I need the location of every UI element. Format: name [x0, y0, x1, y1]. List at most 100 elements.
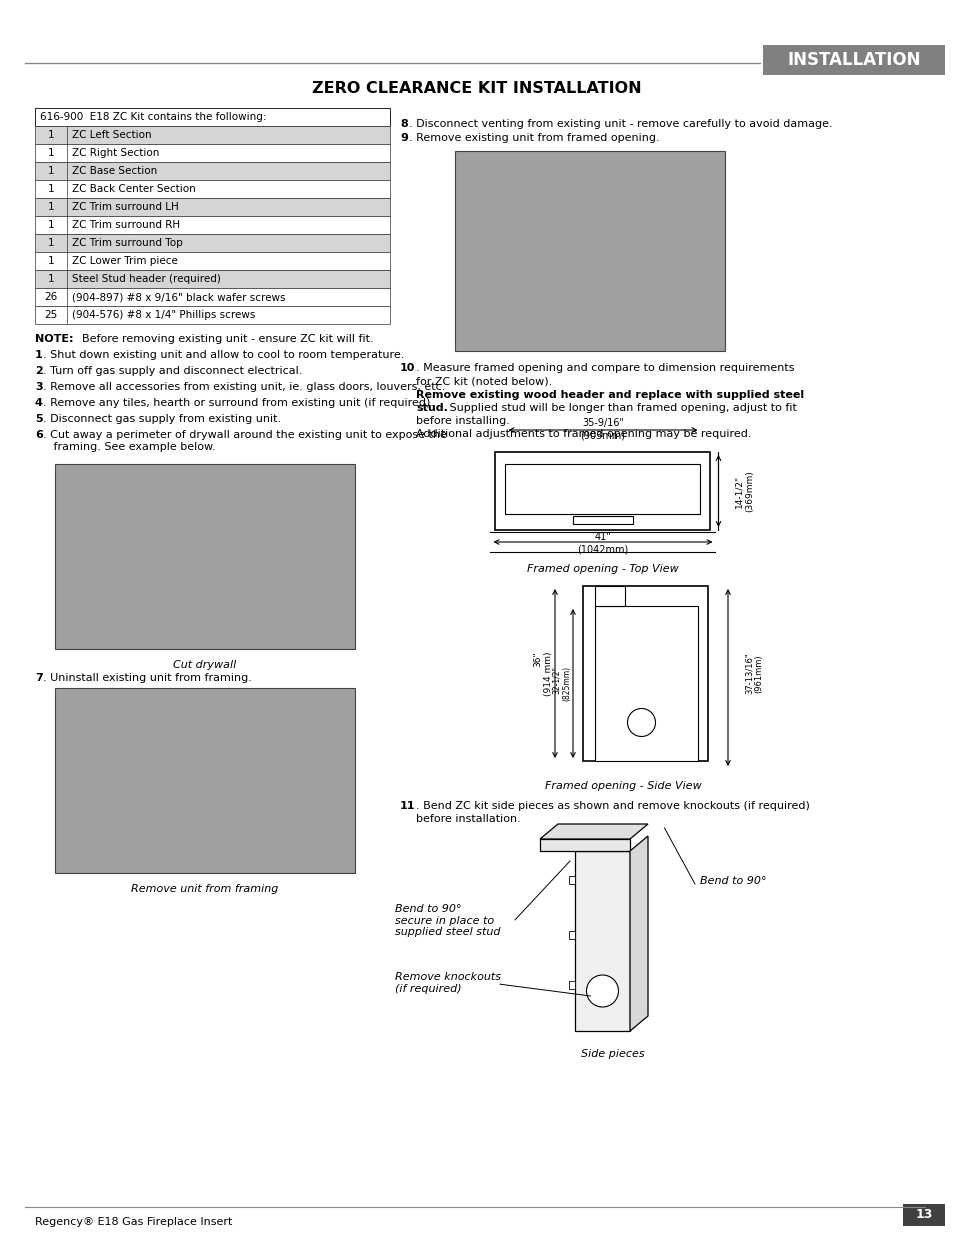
Bar: [495, 452, 710, 530]
Text: INSTALLATION: INSTALLATION: [786, 51, 920, 69]
Bar: [35, 107, 390, 126]
Bar: [35, 162, 390, 180]
Text: 1: 1: [48, 165, 54, 177]
Bar: [573, 516, 633, 524]
Text: before installation.: before installation.: [416, 814, 520, 824]
Text: 1: 1: [48, 148, 54, 158]
Text: 32-1/2"
(825mm): 32-1/2" (825mm): [551, 666, 571, 701]
Text: . Bend ZC kit side pieces as shown and remove knockouts (if required): . Bend ZC kit side pieces as shown and r…: [416, 802, 809, 811]
Text: ZC Back Center Section: ZC Back Center Section: [71, 184, 195, 194]
Text: Supplied stud will be longer than framed opening, adjust to fit: Supplied stud will be longer than framed…: [446, 403, 796, 412]
Text: 41": 41": [594, 532, 611, 542]
Bar: [575, 851, 629, 1031]
Text: 7: 7: [35, 673, 43, 683]
Text: NOTE:: NOTE:: [35, 333, 73, 345]
Bar: [35, 126, 390, 144]
Text: 8: 8: [399, 119, 407, 128]
Text: 1: 1: [48, 256, 54, 266]
Text: 1: 1: [48, 184, 54, 194]
Text: . Remove existing unit from framed opening.: . Remove existing unit from framed openi…: [409, 133, 659, 143]
Polygon shape: [539, 824, 647, 839]
Bar: [568, 981, 575, 989]
Bar: [539, 839, 629, 851]
Text: 26: 26: [45, 291, 57, 303]
Text: . Uninstall existing unit from framing.: . Uninstall existing unit from framing.: [43, 673, 252, 683]
Text: Bend to 90°
secure in place to
supplied steel stud: Bend to 90° secure in place to supplied …: [395, 904, 500, 937]
Bar: [55, 688, 355, 873]
Bar: [35, 270, 390, 288]
Text: . Disconnect gas supply from existing unit.: . Disconnect gas supply from existing un…: [43, 414, 281, 424]
Bar: [595, 585, 624, 606]
Text: 3: 3: [35, 382, 43, 391]
Text: 10: 10: [399, 363, 415, 373]
Text: for ZC kit (noted below).: for ZC kit (noted below).: [416, 375, 552, 387]
Text: ZC Right Section: ZC Right Section: [71, 148, 159, 158]
Text: 5: 5: [35, 414, 43, 424]
Text: Before removing existing unit - ensure ZC kit will fit.: Before removing existing unit - ensure Z…: [75, 333, 374, 345]
Text: 616-900  E18 ZC Kit contains the following:: 616-900 E18 ZC Kit contains the followin…: [40, 112, 266, 122]
Text: ZC Trim surround LH: ZC Trim surround LH: [71, 203, 178, 212]
Bar: [35, 216, 390, 233]
Text: Cut drywall: Cut drywall: [173, 659, 236, 671]
Bar: [568, 931, 575, 939]
Text: . Measure framed opening and compare to dimension requirements: . Measure framed opening and compare to …: [416, 363, 794, 373]
Text: 37-13/16"
(961mm): 37-13/16" (961mm): [743, 652, 763, 694]
Bar: [455, 151, 724, 351]
Text: 1: 1: [35, 350, 43, 359]
Text: 14-1/2"
(369mm): 14-1/2" (369mm): [734, 471, 754, 511]
Text: Remove existing wood header and replace with supplied steel: Remove existing wood header and replace …: [416, 390, 803, 400]
Text: ZC Trim surround RH: ZC Trim surround RH: [71, 220, 180, 230]
Text: 35-9/16": 35-9/16": [581, 417, 623, 429]
Text: Bend to 90°: Bend to 90°: [700, 876, 766, 885]
Bar: [35, 288, 390, 306]
Bar: [595, 606, 698, 761]
Bar: [35, 144, 390, 162]
Text: before installing.: before installing.: [416, 416, 509, 426]
Text: Additional adjustments to framed opening may be required.: Additional adjustments to framed opening…: [416, 429, 751, 438]
Text: Framed opening - Side View: Framed opening - Side View: [544, 781, 700, 790]
Text: 9: 9: [399, 133, 408, 143]
Text: . Disconnect venting from existing unit - remove carefully to avoid damage.: . Disconnect venting from existing unit …: [409, 119, 832, 128]
Text: (903mm): (903mm): [579, 430, 625, 440]
Text: 2: 2: [35, 366, 43, 375]
Text: 11: 11: [399, 802, 416, 811]
Bar: [35, 306, 390, 324]
Text: ZERO CLEARANCE KIT INSTALLATION: ZERO CLEARANCE KIT INSTALLATION: [312, 80, 641, 95]
Bar: [568, 876, 575, 884]
Text: 1: 1: [48, 220, 54, 230]
Text: . Shut down existing unit and allow to cool to room temperature.: . Shut down existing unit and allow to c…: [43, 350, 404, 359]
Text: ZC Trim surround Top: ZC Trim surround Top: [71, 238, 183, 248]
Text: Side pieces: Side pieces: [580, 1049, 643, 1058]
Polygon shape: [629, 836, 647, 1031]
Text: 13: 13: [914, 1209, 932, 1221]
Text: ZC Lower Trim piece: ZC Lower Trim piece: [71, 256, 177, 266]
Circle shape: [586, 974, 618, 1007]
Text: 1: 1: [48, 130, 54, 140]
Text: 1: 1: [48, 274, 54, 284]
Text: 1: 1: [48, 203, 54, 212]
Text: (904-576) #8 x 1/4" Phillips screws: (904-576) #8 x 1/4" Phillips screws: [71, 310, 255, 320]
Circle shape: [627, 709, 655, 736]
Bar: [902, 1204, 944, 1226]
Text: . Remove all accessories from existing unit, ie. glass doors, louvers, etc.: . Remove all accessories from existing u…: [43, 382, 445, 391]
Bar: [35, 252, 390, 270]
Text: 1: 1: [48, 238, 54, 248]
Text: Framed opening - Top View: Framed opening - Top View: [527, 564, 679, 574]
Text: 6: 6: [35, 430, 43, 440]
Bar: [762, 44, 944, 75]
Text: Remove unit from framing: Remove unit from framing: [132, 884, 278, 894]
Bar: [582, 585, 707, 761]
Text: Remove knockouts
(if required): Remove knockouts (if required): [395, 972, 500, 994]
Text: ZC Left Section: ZC Left Section: [71, 130, 152, 140]
Text: (904-897) #8 x 9/16" black wafer screws: (904-897) #8 x 9/16" black wafer screws: [71, 291, 285, 303]
Text: . Turn off gas supply and disconnect electrical.: . Turn off gas supply and disconnect ele…: [43, 366, 302, 375]
Bar: [35, 198, 390, 216]
Text: ZC Base Section: ZC Base Section: [71, 165, 157, 177]
Text: 25: 25: [45, 310, 57, 320]
Text: 4: 4: [35, 398, 43, 408]
Text: . Cut away a perimeter of drywall around the existing unit to expose the
   fram: . Cut away a perimeter of drywall around…: [43, 430, 446, 452]
Text: 36"
(914 mm): 36" (914 mm): [533, 651, 553, 695]
Text: Steel Stud header (required): Steel Stud header (required): [71, 274, 221, 284]
Bar: [35, 180, 390, 198]
Text: Regency® E18 Gas Fireplace Insert: Regency® E18 Gas Fireplace Insert: [35, 1216, 233, 1228]
